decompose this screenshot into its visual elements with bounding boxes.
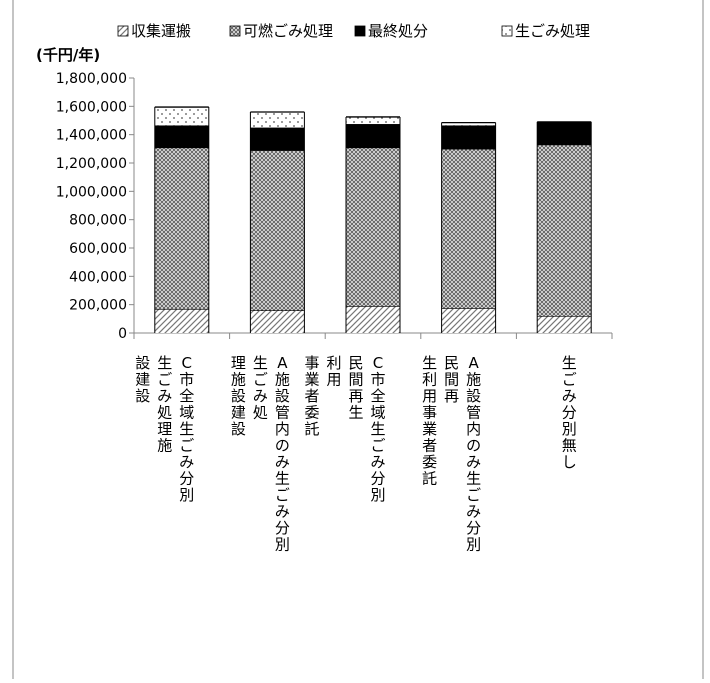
y-tick-label: 1,000,000 bbox=[56, 184, 127, 200]
x-tick-label-line: 設建設 bbox=[135, 354, 150, 405]
y-tick-label: 1,200,000 bbox=[56, 156, 127, 172]
bar-segment bbox=[154, 107, 209, 126]
bar-segment bbox=[346, 116, 400, 125]
x-tick-label-line: 生ごみ処 bbox=[253, 354, 268, 422]
legend-label: 収集運搬 bbox=[131, 22, 191, 40]
legend-swatch bbox=[501, 25, 513, 37]
bar-stack bbox=[249, 111, 305, 333]
legend-label: 可燃ごみ処理 bbox=[243, 22, 333, 40]
x-tick-label-line: C 市全域生ごみ分別 bbox=[370, 354, 385, 504]
bar-segment bbox=[441, 122, 496, 126]
y-tick-label: 0 bbox=[118, 326, 127, 342]
y-tick-label: 200,000 bbox=[69, 298, 127, 314]
legend: 収集運搬 可燃ごみ処理 最終処分 生ごみ処理 bbox=[117, 22, 590, 40]
legend-swatch bbox=[229, 25, 241, 37]
x-tick-label-line: 理施設建設 bbox=[231, 354, 246, 438]
x-tick-label-line: 生ごみ処理施 bbox=[157, 354, 172, 455]
bar-segment bbox=[154, 308, 209, 333]
legend-item: 可燃ごみ処理 bbox=[229, 22, 333, 40]
y-axis-title: (千円/年) bbox=[36, 46, 100, 64]
bar-segment bbox=[441, 308, 496, 333]
bar-segment bbox=[250, 127, 305, 151]
bar-segment bbox=[441, 148, 496, 309]
y-tick-label: 800,000 bbox=[69, 213, 127, 229]
bar-stack bbox=[441, 121, 497, 333]
bar-segment bbox=[250, 310, 305, 333]
legend-item: 収集運搬 bbox=[117, 22, 191, 40]
bar-segment bbox=[250, 150, 305, 311]
x-tick-label-line: 生利用事業者委託 bbox=[422, 354, 437, 488]
x-tick-label-line: 民間再生 bbox=[348, 354, 363, 422]
bar-segment bbox=[537, 121, 592, 145]
legend-swatch bbox=[354, 25, 366, 37]
x-tick-label-line: A 施設管内のみ生ごみ分別 bbox=[275, 354, 290, 554]
bar-segment bbox=[346, 124, 400, 148]
y-tick-label: 1,800,000 bbox=[56, 71, 127, 87]
bar-stack bbox=[345, 116, 401, 333]
bar-stack bbox=[536, 121, 592, 333]
x-tick-label-line: A 施設管内のみ生ごみ分別 bbox=[466, 354, 481, 554]
bar-segment bbox=[154, 147, 209, 309]
x-tick-label-line: 利用 bbox=[326, 354, 341, 389]
bars bbox=[154, 106, 592, 333]
legend-item: 最終処分 bbox=[354, 22, 428, 40]
bar-stack bbox=[154, 106, 210, 333]
y-tick-label: 1,600,000 bbox=[56, 99, 127, 115]
bar-segment bbox=[537, 316, 592, 333]
legend-label: 生ごみ処理 bbox=[515, 22, 590, 40]
bar-segment bbox=[346, 147, 400, 307]
legend-swatch bbox=[117, 25, 129, 37]
x-tick-label-line: 生ごみ分別無し bbox=[562, 354, 577, 471]
y-tick-label: 600,000 bbox=[69, 241, 127, 257]
axes: 0 200,000 400,000 600,000 800,000 1,000,000 1,… bbox=[56, 71, 613, 342]
legend-label: 最終処分 bbox=[368, 22, 428, 40]
bar-segment bbox=[250, 112, 305, 128]
bar-segment bbox=[537, 144, 592, 316]
bar-segment bbox=[346, 306, 400, 333]
x-tick-label-line: 事業者委託 bbox=[304, 354, 319, 438]
legend-item: 生ごみ処理 bbox=[501, 22, 590, 40]
bar-segment bbox=[441, 125, 496, 149]
y-tick-label: 1,400,000 bbox=[56, 128, 127, 144]
x-tick-label: 生ごみ分別無し bbox=[562, 354, 577, 471]
x-tick-label-line: 民間再 bbox=[444, 354, 459, 405]
x-tick-label-line: C 市全域生ごみ分別 bbox=[179, 354, 194, 504]
y-tick-label: 400,000 bbox=[69, 269, 127, 285]
bar-segment bbox=[154, 125, 209, 148]
